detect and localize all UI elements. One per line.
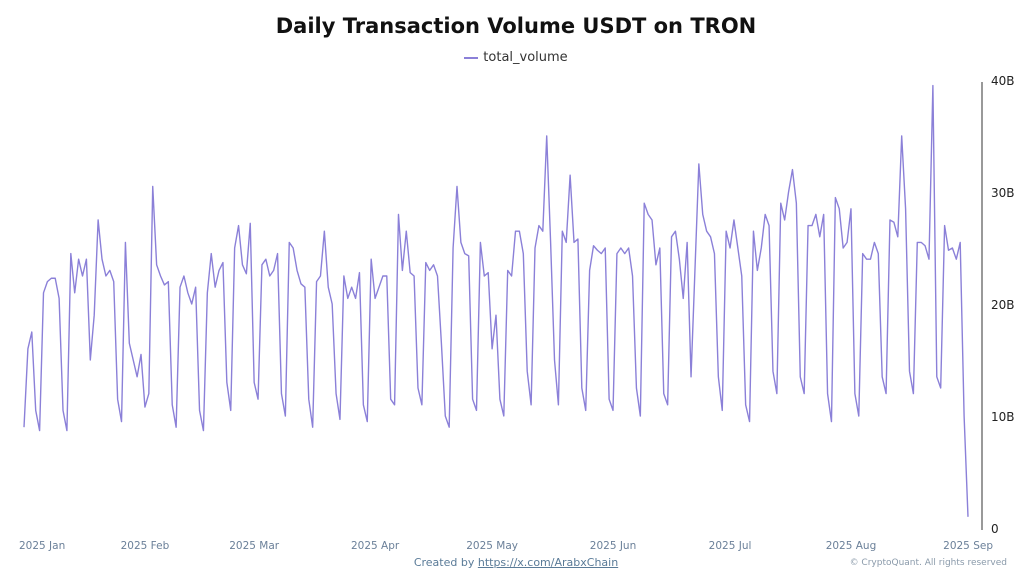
y-axis: 0 10B 20B 30B 40B	[981, 74, 1015, 536]
footer-credit: Created by https://x.com/ArabxChain	[0, 556, 1032, 569]
y-tick-label: 0	[991, 522, 999, 536]
x-tick-label: 2025 Sep	[943, 540, 993, 552]
footer-prefix: Created by	[413, 556, 478, 569]
x-tick-label: 2025 Feb	[121, 540, 170, 552]
legend-label: total_volume	[483, 50, 568, 65]
x-axis-ticks: 2025 Jan 2025 Feb 2025 Mar 2025 Apr 2025 May…	[19, 540, 993, 552]
x-tick-label: 2025 Jul	[709, 540, 752, 552]
y-tick-label: 30B	[991, 186, 1015, 200]
y-tick-label: 10B	[991, 410, 1015, 424]
copyright-notice: © CryptoQuant. All rights reserved	[849, 558, 1007, 568]
y-tick-label: 20B	[991, 298, 1015, 312]
x-tick-label: 2025 Mar	[229, 540, 280, 552]
x-tick-label: 2025 Jun	[590, 540, 636, 552]
x-tick-label: 2025 Jan	[19, 540, 65, 552]
x-tick-label: 2025 Aug	[826, 540, 877, 552]
chart-title: Daily Transaction Volume USDT on TRON	[275, 14, 757, 38]
x-tick-label: 2025 Apr	[351, 540, 400, 552]
series-layer	[23, 84, 969, 517]
legend[interactable]: total_volume	[0, 50, 1032, 65]
author-link[interactable]: https://x.com/ArabxChain	[477, 556, 619, 569]
y-tick-label: 40B	[991, 74, 1015, 88]
legend-swatch	[464, 56, 479, 59]
series-line-total_volume[interactable]	[23, 84, 969, 517]
x-tick-label: 2025 May	[466, 540, 518, 552]
